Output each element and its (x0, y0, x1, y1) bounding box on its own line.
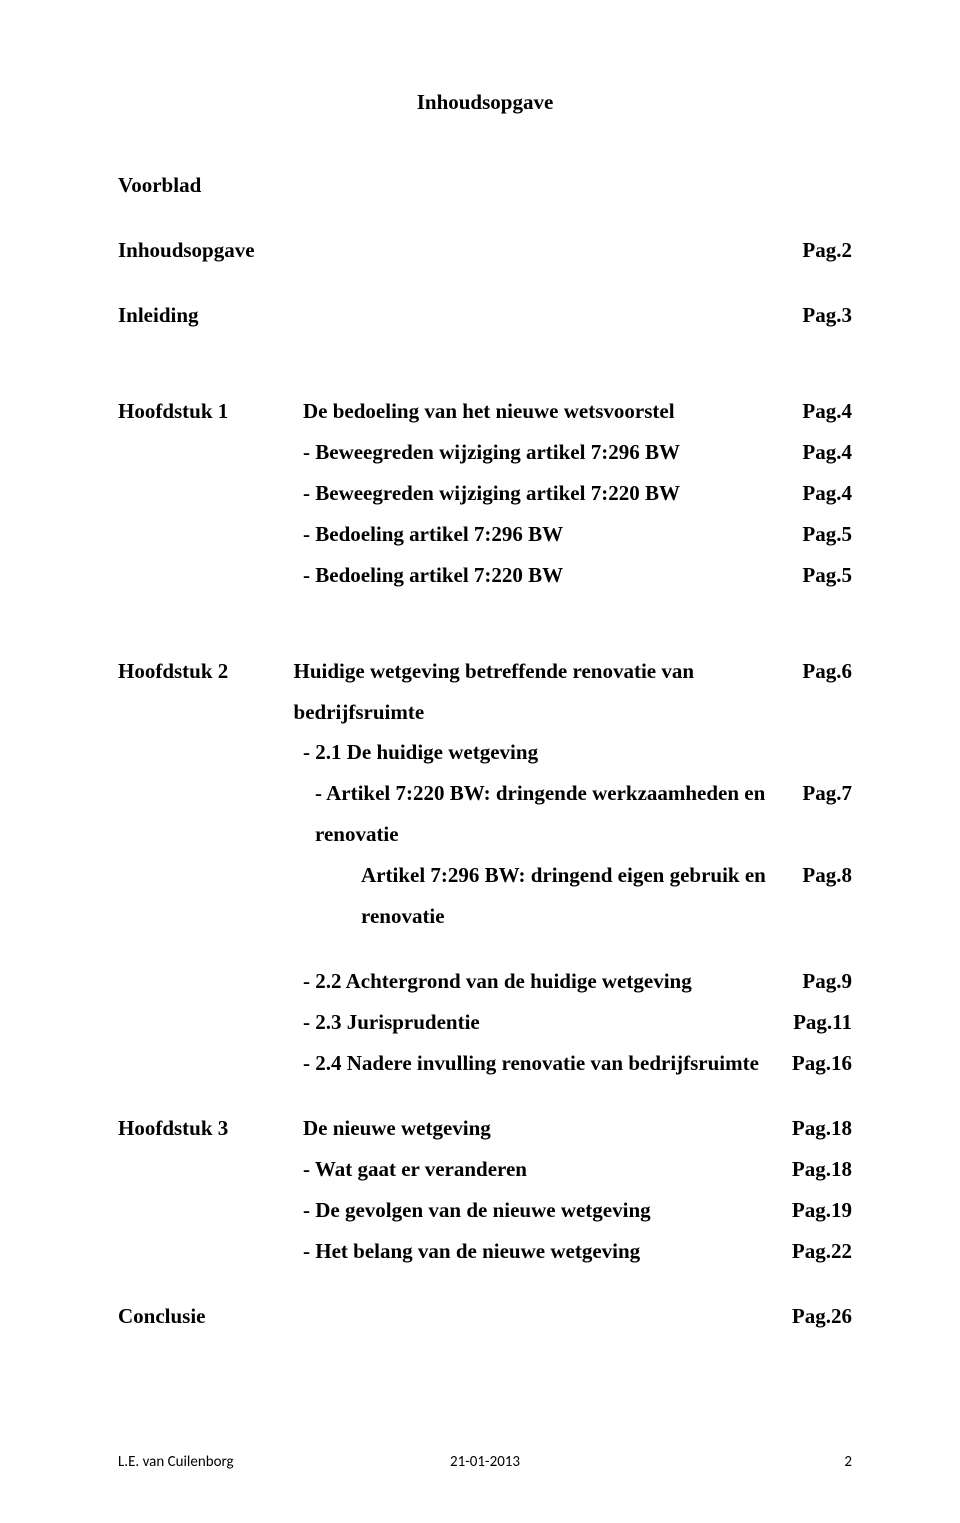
toc-page-ref: Pag.4 (802, 473, 852, 514)
toc-left: - Beweegreden wijziging artikel 7:220 BW (303, 473, 680, 514)
toc-left: - Het belang van de nieuwe wetgeving (303, 1231, 640, 1272)
toc-row: - Bedoeling artikel 7:296 BW Pag.5 (118, 514, 852, 555)
toc-entry-text: - 2.1 De huidige wetgeving (303, 732, 538, 773)
toc-page-ref: Pag.18 (792, 1149, 852, 1190)
toc-left: Hoofdstuk 1De bedoeling van het nieuwe w… (118, 391, 675, 432)
page-title: Inhoudsopgave (118, 90, 852, 115)
toc-entry-text: - Het belang van de nieuwe wetgeving (303, 1231, 640, 1272)
toc-left: Conclusie (118, 1296, 206, 1337)
toc-left: - 2.4 Nadere invulling renovatie van bed… (303, 1043, 759, 1084)
toc-page-ref: Pag.8 (802, 855, 852, 896)
toc-row: Conclusie Pag.26 (118, 1296, 852, 1337)
toc-left: - Beweegreden wijziging artikel 7:296 BW (303, 432, 680, 473)
toc-container: Inhoudsopgave Pag.2 Inleiding Pag.3 Hoofdstu… (118, 230, 852, 1337)
toc-left: Hoofdstuk 2Huidige wetgeving betreffende… (118, 651, 802, 733)
toc-entry-text: - De gevolgen van de nieuwe wetgeving (303, 1190, 651, 1231)
toc-row: - Het belang van de nieuwe wetgeving Pag.… (118, 1231, 852, 1272)
toc-entry-text: - 2.2 Achtergrond van de huidige wetgevi… (303, 961, 692, 1002)
toc-entry-text: De bedoeling van het nieuwe wetsvoorstel (303, 391, 675, 432)
footer: L.E. van Cuilenborg 21-01-2013 2 (118, 1453, 852, 1471)
toc-row: - Beweegreden wijziging artikel 7:220 BW… (118, 473, 852, 514)
toc-row: Hoofdstuk 2Huidige wetgeving betreffende… (118, 651, 852, 733)
toc-left: - 2.1 De huidige wetgeving (303, 732, 538, 773)
toc-left: - 2.2 Achtergrond van de huidige wetgevi… (303, 961, 692, 1002)
toc-left: - Bedoeling artikel 7:296 BW (303, 514, 563, 555)
toc-page-ref: Pag.6 (802, 651, 852, 692)
toc-page-ref: Pag.9 (802, 961, 852, 1002)
toc-left: - Artikel 7:220 BW: dringende werkzaamhe… (315, 773, 802, 855)
footer-date: 21-01-2013 (450, 1453, 520, 1471)
toc-entry-text: - Beweegreden wijziging artikel 7:296 BW (303, 432, 680, 473)
toc-chapter-label: Hoofdstuk 3 (118, 1108, 303, 1149)
toc-entry-text: De nieuwe wetgeving (303, 1108, 491, 1149)
toc-entry-text: Artikel 7:296 BW: dringend eigen gebruik… (361, 855, 802, 937)
toc-page-ref: Pag.26 (792, 1296, 852, 1337)
toc-row: - 2.4 Nadere invulling renovatie van bed… (118, 1043, 852, 1084)
toc-row: - 2.3 Jurisprudentie Pag.11 (118, 1002, 852, 1043)
toc-entry-text: Huidige wetgeving betreffende renovatie … (294, 651, 803, 733)
toc-row: - 2.2 Achtergrond van de huidige wetgevi… (118, 961, 852, 1002)
toc-entry-text: Inhoudsopgave (118, 230, 255, 271)
toc-entry-text: Inleiding (118, 295, 199, 336)
toc-entry-text: - Bedoeling artikel 7:220 BW (303, 555, 563, 596)
toc-page-ref: Pag.18 (792, 1108, 852, 1149)
toc-chapter-label: Hoofdstuk 1 (118, 391, 303, 432)
footer-page-number: 2 (844, 1453, 852, 1471)
toc-row: - Beweegreden wijziging artikel 7:296 BW… (118, 432, 852, 473)
toc-left: Artikel 7:296 BW: dringend eigen gebruik… (361, 855, 802, 937)
toc-row: - Bedoeling artikel 7:220 BW Pag.5 (118, 555, 852, 596)
toc-row: Artikel 7:296 BW: dringend eigen gebruik… (118, 855, 852, 937)
toc-row: Hoofdstuk 1De bedoeling van het nieuwe w… (118, 391, 852, 432)
toc-left: - De gevolgen van de nieuwe wetgeving (303, 1190, 651, 1231)
toc-entry-text: - Bedoeling artikel 7:296 BW (303, 514, 563, 555)
toc-left: Hoofdstuk 3De nieuwe wetgeving (118, 1108, 491, 1149)
toc-entry-text: - Artikel 7:220 BW: dringende werkzaamhe… (315, 773, 802, 855)
toc-left: Inhoudsopgave (118, 230, 255, 271)
toc-page-ref: Pag.4 (802, 391, 852, 432)
toc-page-ref: Pag.16 (792, 1043, 852, 1084)
toc-page-ref: Pag.11 (793, 1002, 852, 1043)
toc-page-ref: Pag.19 (792, 1190, 852, 1231)
toc-entry-text: - Beweegreden wijziging artikel 7:220 BW (303, 473, 680, 514)
toc-page-ref: Pag.2 (802, 230, 852, 271)
toc-row: - Artikel 7:220 BW: dringende werkzaamhe… (118, 773, 852, 855)
toc-entry-text: Conclusie (118, 1296, 206, 1337)
toc-page-ref: Pag.4 (802, 432, 852, 473)
toc-page-ref: Pag.3 (802, 295, 852, 336)
voorblad-heading: Voorblad (118, 173, 852, 198)
footer-author: L.E. van Cuilenborg (118, 1453, 234, 1471)
toc-entry-text: - 2.3 Jurisprudentie (303, 1002, 480, 1043)
toc-row: Inhoudsopgave Pag.2 (118, 230, 852, 271)
toc-entry-text: - Wat gaat er veranderen (303, 1149, 527, 1190)
toc-row: Hoofdstuk 3De nieuwe wetgeving Pag.18 (118, 1108, 852, 1149)
toc-page-ref: Pag.7 (802, 773, 852, 814)
toc-entry-text: - 2.4 Nadere invulling renovatie van bed… (303, 1043, 759, 1084)
toc-left: Inleiding (118, 295, 199, 336)
toc-row: - Wat gaat er veranderen Pag.18 (118, 1149, 852, 1190)
toc-chapter-label: Hoofdstuk 2 (118, 651, 294, 733)
toc-row: Inleiding Pag.3 (118, 295, 852, 336)
toc-row: - 2.1 De huidige wetgeving (118, 732, 852, 773)
toc-left: - Bedoeling artikel 7:220 BW (303, 555, 563, 596)
toc-page-ref: Pag.5 (802, 514, 852, 555)
toc-page-ref: Pag.22 (792, 1231, 852, 1272)
toc-left: - Wat gaat er veranderen (303, 1149, 527, 1190)
toc-left: - 2.3 Jurisprudentie (303, 1002, 480, 1043)
toc-row: - De gevolgen van de nieuwe wetgeving Pag… (118, 1190, 852, 1231)
toc-page-ref: Pag.5 (802, 555, 852, 596)
